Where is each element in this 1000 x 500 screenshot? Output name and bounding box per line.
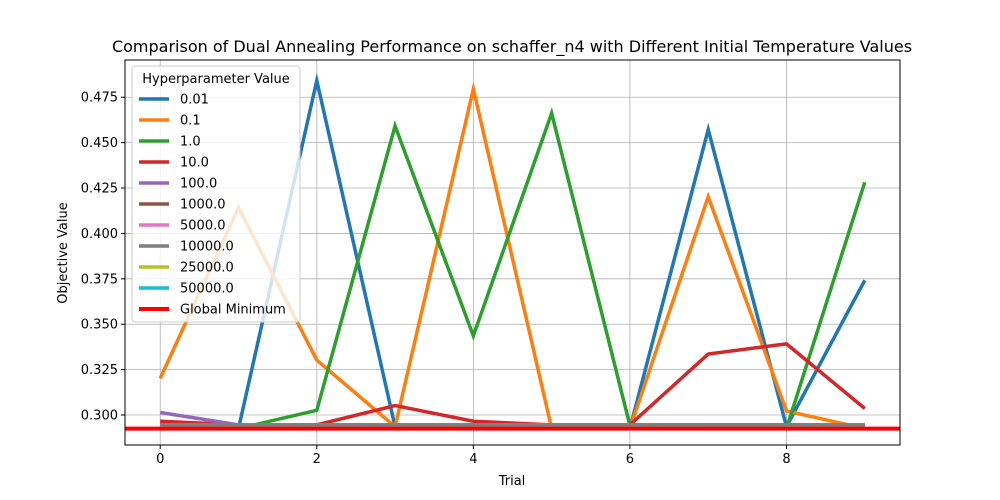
legend-label: 25000.0 — [180, 261, 234, 276]
y-tick-label: 0.350 — [81, 318, 118, 333]
x-tick-label: 8 — [782, 452, 790, 467]
y-tick-label: 0.325 — [81, 363, 118, 378]
plot-frame — [124, 59, 901, 446]
legend-label: 10.0 — [180, 156, 209, 171]
x-tick-label: 2 — [313, 452, 321, 467]
legend-label: 100.0 — [180, 177, 217, 192]
legend-label: 10000.0 — [180, 240, 234, 255]
legend-label: 1.0 — [180, 135, 201, 150]
x-tick-label: 0 — [156, 452, 164, 467]
x-axis-ticks: 0 2 4 6 8 — [156, 445, 791, 467]
y-axis-label: Objective Value — [56, 202, 71, 303]
legend: Hyperparameter Value 0.01 0.1 1.0 10.0 100.0… — [131, 65, 301, 323]
legend-title: Hyperparameter Value — [142, 72, 290, 87]
y-tick-label: 0.475 — [81, 91, 118, 106]
legend-label: 5000.0 — [180, 219, 226, 234]
y-axis-ticks: 0.300 0.325 0.350 0.375 0.400 0.425 0.450 0.475 — [81, 91, 125, 424]
y-tick-label: 0.375 — [81, 272, 118, 287]
legend-items: 0.01 0.1 1.0 10.0 100.0 1000.0 5000.0 10000.0 25… — [139, 93, 286, 318]
chart-title: Comparison of Dual Annealing Performance… — [112, 37, 912, 57]
legend-label: 1000.0 — [180, 198, 226, 213]
x-tick-label: 4 — [469, 452, 477, 467]
y-tick-label: 0.450 — [81, 136, 118, 151]
y-tick-label: 0.300 — [81, 409, 118, 424]
x-axis-label: Trial — [498, 474, 526, 489]
legend-box — [131, 65, 301, 323]
legend-label: 0.01 — [180, 93, 209, 108]
legend-label: 50000.0 — [180, 282, 234, 297]
legend-label: Global Minimum — [180, 303, 286, 318]
x-tick-label: 6 — [626, 452, 634, 467]
legend-label: 0.1 — [180, 114, 201, 129]
y-tick-label: 0.400 — [81, 227, 118, 242]
y-tick-label: 0.425 — [81, 182, 118, 197]
